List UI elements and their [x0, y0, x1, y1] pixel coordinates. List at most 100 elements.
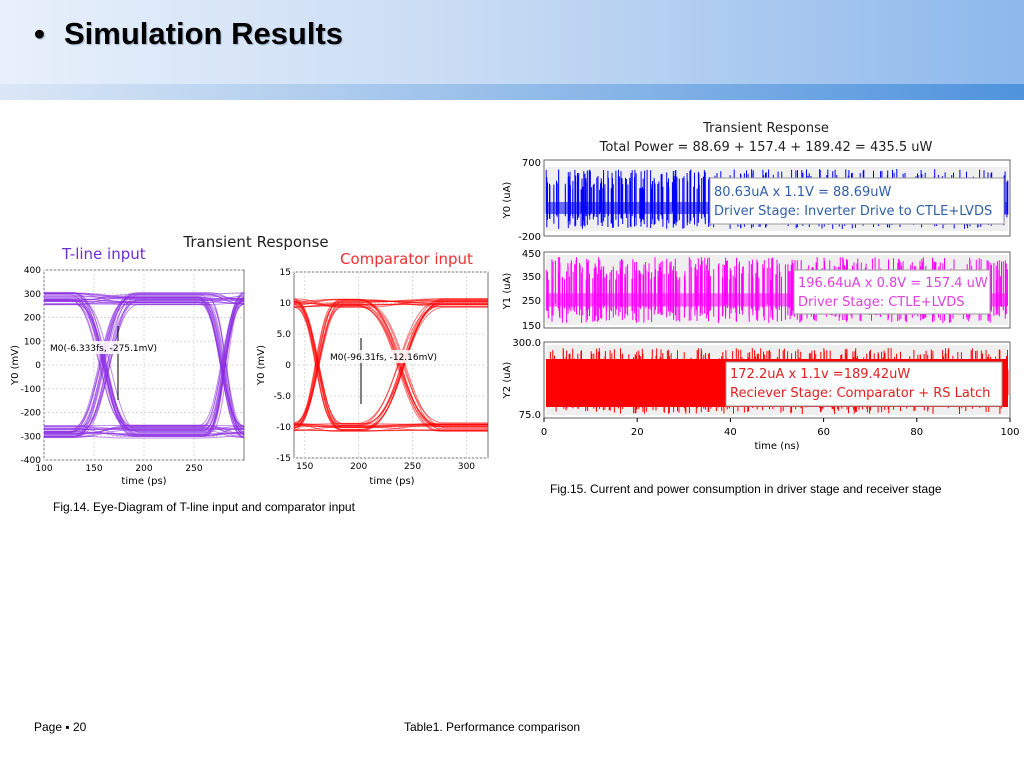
slide-title-text: Simulation Results	[64, 16, 344, 51]
eye-trace	[44, 292, 245, 427]
eye-trace	[44, 426, 245, 431]
y-tick-label: -5.0	[273, 392, 291, 402]
y0-tick-top: 700	[522, 158, 541, 169]
y1-current-panel: 196.64uA x 0.8V = 157.4 uW Driver Stage:…	[502, 249, 1011, 332]
y0-ylabel: Y0 (uA)	[502, 182, 513, 220]
comparator-ylabel: Y0 (mV)	[256, 345, 267, 386]
y1-tick-150: 150	[522, 321, 541, 332]
fig14-eye-diagrams: Transient Response T-line input Comparat…	[6, 228, 494, 490]
y2-ylabel: Y2 (uA)	[502, 362, 513, 400]
y1-tick-250: 250	[522, 296, 541, 307]
fig15-current-power: Transient Response Total Power = 88.69 +…	[496, 114, 1022, 456]
x-tick-label: 0	[541, 427, 547, 438]
y-tick-label: 0	[35, 361, 41, 371]
eye-trace	[293, 298, 488, 430]
eye-trace	[43, 295, 245, 432]
y-tick-label: -100	[21, 385, 42, 395]
fig15-title-line1: Transient Response	[702, 121, 829, 136]
comparator-marker-label: M0(-96.31fs, -12.16mV)	[330, 353, 437, 363]
y1-ylabel: Y1 (uA)	[502, 273, 513, 311]
y0-annotation-box	[709, 177, 1005, 225]
y0-tick-bottom: -200	[518, 232, 541, 243]
eye-trace	[44, 291, 245, 427]
y1-annotation-line2: Driver Stage: CTLE+LVDS	[798, 295, 965, 310]
x-tick-label: 80	[910, 427, 923, 438]
fig14-right-label: Comparator input	[340, 250, 473, 268]
fig15-title-line2: Total Power = 88.69 + 157.4 + 189.42 = 4…	[599, 140, 933, 155]
eye-trace	[43, 302, 245, 438]
fig14-left-label: T-line input	[61, 245, 146, 263]
eye-trace	[293, 423, 488, 426]
y2-current-panel: 172.2uA x 1.1v =189.42uW Reciever Stage:…	[502, 338, 1020, 452]
y-tick-label: -15	[276, 454, 291, 464]
eye-trace	[293, 306, 488, 424]
eye-trace	[43, 299, 245, 432]
y2-tick-top: 300.0	[512, 338, 541, 349]
table-caption: Table1. Performance comparison	[404, 720, 581, 734]
fig14-caption: Fig.14. Eye-Diagram of T-line input and …	[53, 500, 355, 514]
x-tick-label: 40	[724, 427, 737, 438]
y2-annotation-line1: 172.2uA x 1.1v =189.42uW	[730, 367, 910, 382]
y0-annotation-line2: Driver Stage: Inverter Drive to CTLE+LVD…	[714, 204, 992, 219]
y2-tick-bottom: 75.0	[519, 410, 541, 421]
x-tick-label: 150	[296, 462, 313, 472]
comparator-marker-box	[328, 350, 454, 363]
page-number: Page ▪ 20	[34, 720, 87, 734]
slide-header	[0, 0, 1024, 84]
x-tick-label: 250	[404, 462, 421, 472]
x-tick-label: 250	[185, 464, 202, 474]
slide-title: • Simulation Results	[34, 16, 343, 52]
y-tick-label: 400	[24, 266, 41, 276]
y0-annotation-line1: 80.63uA x 1.1V = 88.69uW	[714, 185, 891, 200]
x-tick-label: 20	[631, 427, 644, 438]
x-tick-label: 60	[817, 427, 830, 438]
y2-annotation-box	[725, 361, 1003, 407]
eye-trace	[44, 425, 245, 435]
fig14-title: Transient Response	[182, 233, 328, 251]
eye-trace	[293, 302, 488, 429]
title-bullet: •	[34, 16, 45, 51]
tline-ylabel: Y0 (mV)	[10, 345, 21, 386]
eye-trace	[293, 429, 488, 432]
y-tick-label: 200	[24, 314, 41, 324]
y1-annotation-box	[793, 269, 991, 315]
tline-xlabel: time (ps)	[121, 476, 166, 487]
fig15-caption: Fig.15. Current and power consumption in…	[550, 482, 942, 496]
x-tick-label: 200	[135, 464, 152, 474]
eye-trace	[293, 299, 488, 428]
y2-xlabel: time (ns)	[754, 441, 799, 452]
y0-current-panel: 80.63uA x 1.1V = 88.69uW Driver Stage: I…	[502, 158, 1011, 243]
y-tick-label: -200	[21, 409, 42, 419]
tline-marker-box	[48, 341, 170, 354]
y-tick-label: 100	[24, 337, 41, 347]
x-tick-label: 300	[458, 462, 475, 472]
y1-tick-350: 350	[522, 272, 541, 283]
y-tick-label: -300	[21, 432, 42, 442]
y2-annotation-line2: Reciever Stage: Comparator + RS Latch	[730, 386, 990, 401]
x-tick-label: 100	[35, 464, 52, 474]
x-tick-label: 200	[350, 462, 367, 472]
eye-trace	[293, 424, 488, 428]
comparator-eye-plot: 15 10 5.0 0 -5.0 -10 -15 150 200 250 300 M0(-96.31…	[256, 268, 489, 487]
y-tick-label: 300	[24, 290, 41, 300]
tline-marker-label: M0(-6.333fs, -275.1mV)	[50, 344, 157, 354]
eye-trace	[44, 435, 245, 439]
y-tick-label: 10	[280, 299, 292, 309]
eye-trace	[44, 425, 245, 430]
y-tick-label: 15	[280, 268, 291, 278]
eye-trace	[44, 429, 245, 439]
eye-trace	[44, 426, 245, 437]
y1-annotation-line1: 196.64uA x 0.8V = 157.4 uW	[798, 276, 988, 291]
eye-trace	[293, 305, 488, 432]
y1-tick-450: 450	[522, 249, 541, 260]
eye-trace	[293, 298, 488, 424]
y-tick-label: 0	[285, 361, 291, 371]
x-tick-label: 100	[1000, 427, 1019, 438]
y-tick-label: -400	[21, 456, 42, 466]
eye-trace	[293, 299, 488, 425]
y-tick-label: 5.0	[277, 330, 292, 340]
eye-trace	[43, 296, 245, 435]
y-tick-label: -10	[276, 423, 291, 433]
header-band	[0, 84, 1024, 100]
